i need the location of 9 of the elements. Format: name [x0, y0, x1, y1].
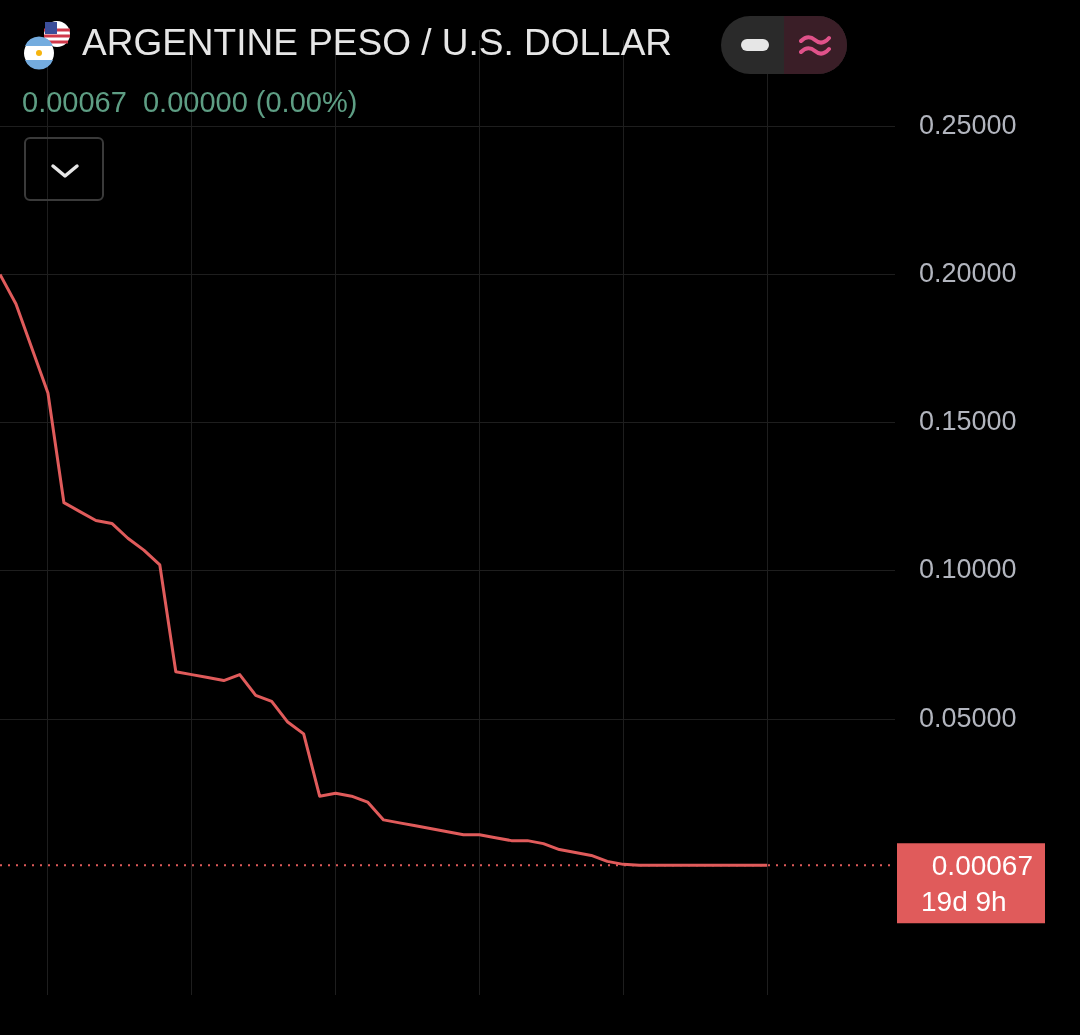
y-tick-label: 0.10000 [919, 554, 1017, 585]
ref-line-label: 0.00067 [931, 850, 1033, 882]
y-tick-label: 0.05000 [919, 702, 1017, 733]
text: 0.00067 0.00000 (0.00%) [22, 86, 358, 119]
text: 19d 9h [921, 886, 1007, 918]
chart-title: ARGENTINE PESO / U.S. DOLLAR [82, 22, 673, 64]
y-tick-label: 0.25000 [919, 109, 1017, 140]
y-tick-label: 0.15000 [919, 406, 1017, 437]
y-tick-label: 0.20000 [919, 257, 1017, 288]
